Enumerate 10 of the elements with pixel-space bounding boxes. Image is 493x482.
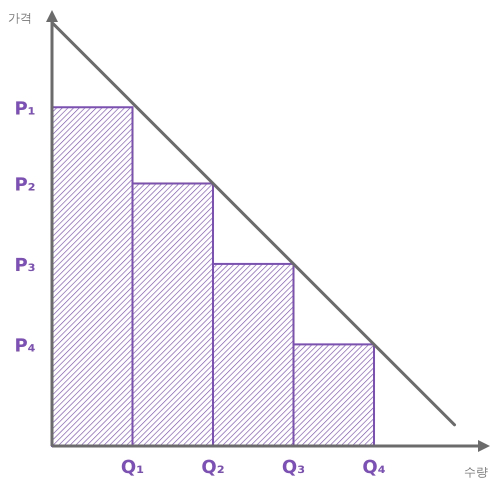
text: P₁ — [14, 98, 36, 120]
y-axis-title: 가격 — [8, 11, 32, 25]
x-axis-title: 수량 — [464, 465, 488, 479]
x-tick-label: Q₄ — [362, 457, 386, 478]
x-tick-label: Q₁ — [120, 457, 144, 478]
x-tick-label: Q₂ — [201, 457, 225, 478]
text: P₂ — [14, 174, 36, 196]
text: P₄ — [14, 335, 36, 356]
x-tick-label: Q₃ — [282, 457, 306, 478]
text: P₃ — [14, 254, 36, 276]
